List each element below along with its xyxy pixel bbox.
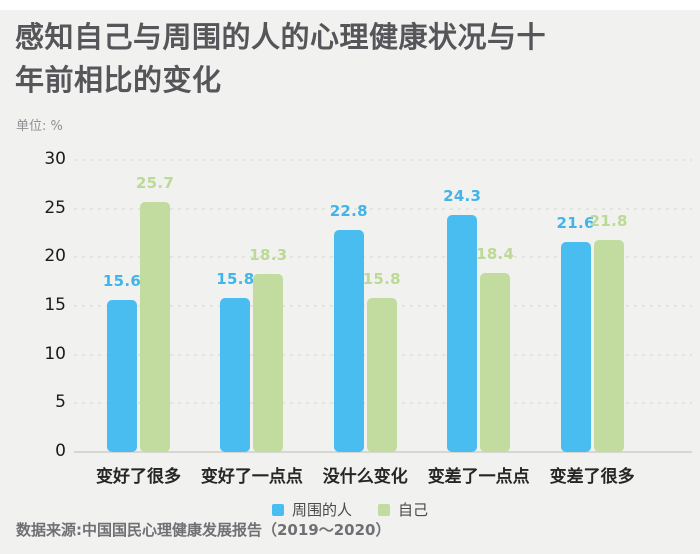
value-label: 18.4 xyxy=(476,244,515,263)
value-label: 22.8 xyxy=(329,202,368,221)
y-axis-tick-label: 30 xyxy=(44,149,66,169)
y-axis-tick-label: 20 xyxy=(44,246,66,267)
bar-series1-cat3 xyxy=(333,230,364,452)
legend-series-name: 周围的人 xyxy=(291,501,352,519)
unit-label: 单位: % xyxy=(16,119,63,134)
y-axis-tick-label: 10 xyxy=(44,343,66,364)
gridline xyxy=(74,207,692,210)
bar-series2-cat3 xyxy=(366,298,397,452)
legend-swatch-icon xyxy=(378,503,390,516)
legend-swatch-icon xyxy=(271,503,284,516)
bar-series2-cat5 xyxy=(593,239,624,452)
bar-series1-cat2 xyxy=(220,298,251,452)
y-axis-tick-label: 25 xyxy=(44,197,66,218)
chart-title-line-2: 年前相比的变化 xyxy=(15,63,222,97)
bar-series2-cat2 xyxy=(253,273,284,452)
data-source-label: 数据来源:中国国民心理健康发展报告（2019～2020） xyxy=(16,521,391,539)
gridline xyxy=(74,159,692,161)
x-axis-category-label: 没什么变化 xyxy=(322,467,408,487)
bar-series1-cat1 xyxy=(107,300,137,452)
x-axis-category-label: 变差了很多 xyxy=(549,467,635,487)
value-label: 15.6 xyxy=(102,272,142,291)
x-axis-category-label: 变好了一点点 xyxy=(200,467,303,487)
bar-series1-cat4 xyxy=(447,215,478,452)
value-label: 21.8 xyxy=(589,211,628,230)
x-axis-category-label: 变差了一点点 xyxy=(427,467,530,487)
x-axis-category-label: 变好了很多 xyxy=(96,467,181,487)
value-label: 15.8 xyxy=(216,270,255,289)
legend-series-name: 自己 xyxy=(398,501,429,519)
value-label: 21.6 xyxy=(556,213,595,232)
chart-title: 感知自己与周围的人的心理健康状况与十 年前相比的变化 xyxy=(15,16,685,102)
gridline xyxy=(74,256,692,259)
bar-series2-cat4 xyxy=(480,272,511,452)
legend-item: 周围的人 xyxy=(271,499,352,520)
chart-title-line-1: 感知自己与周围的人的心理健康状况与十 xyxy=(15,20,547,54)
value-label: 15.8 xyxy=(362,270,401,289)
bar-series2-cat1 xyxy=(140,201,170,452)
y-axis-tick-label: 15 xyxy=(44,295,66,315)
value-label: 18.3 xyxy=(249,245,288,264)
top-strip xyxy=(0,0,700,10)
y-axis-tick-label: 5 xyxy=(55,392,66,413)
x-axis-line xyxy=(74,451,692,453)
y-axis-tick-label: 0 xyxy=(55,441,66,461)
value-label: 25.7 xyxy=(135,173,175,192)
legend-item: 自己 xyxy=(378,499,428,520)
value-label: 24.3 xyxy=(443,187,482,206)
bar-series1-cat5 xyxy=(560,241,591,452)
chart-legend: 周围的人 自己 xyxy=(0,499,700,520)
